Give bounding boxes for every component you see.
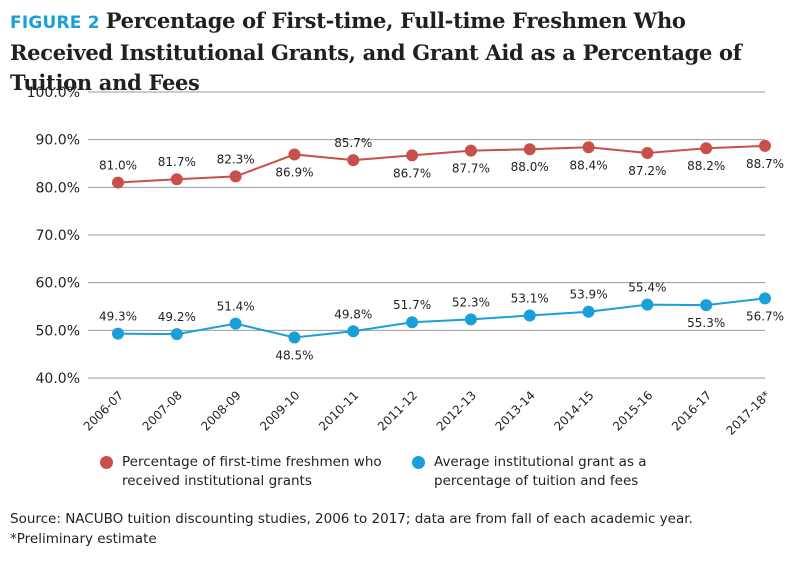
data-point (112, 327, 124, 340)
x-tick-label: 2016-17 (669, 388, 714, 433)
legend-label: Average institutional grant as a percent… (434, 454, 647, 489)
data-point (700, 142, 713, 155)
data-point (641, 147, 654, 160)
data-point (582, 305, 595, 318)
y-tick-label: 90.0% (36, 133, 80, 149)
data-point (700, 299, 713, 312)
data-label: 86.9% (275, 165, 313, 179)
data-label: 56.7% (746, 309, 784, 323)
data-point (406, 316, 419, 329)
data-point (229, 170, 242, 183)
data-point (523, 143, 536, 156)
legend-swatch-blue (412, 456, 425, 469)
x-tick-label: 2006-07 (81, 388, 126, 433)
data-point (112, 176, 124, 189)
data-point (288, 331, 301, 344)
series-line (117, 297, 766, 339)
data-label: 49.3% (99, 310, 137, 324)
data-point (582, 141, 595, 154)
data-label: 49.2% (158, 310, 196, 324)
data-label: 55.3% (687, 316, 725, 330)
data-label: 48.5% (275, 348, 313, 362)
data-point (347, 325, 360, 338)
data-label: 88.7% (746, 157, 784, 171)
data-label: 86.7% (393, 166, 431, 180)
series-line (117, 144, 766, 184)
data-point (464, 144, 477, 157)
legend-item-grant-percentage: Average institutional grant as a percent… (412, 453, 724, 491)
data-point (170, 328, 183, 341)
legend-label: Percentage of first-time freshmen who re… (122, 454, 382, 489)
data-point (347, 154, 360, 167)
legend-item-institutional-grants: Percentage of first-time freshmen who re… (100, 453, 412, 491)
legend-swatch-red (100, 456, 113, 469)
data-label: 85.7% (334, 136, 372, 150)
data-point (759, 139, 771, 152)
grid-lines (88, 91, 765, 379)
data-point (288, 148, 301, 161)
data-label: 87.7% (452, 162, 490, 176)
figure-label: FIGURE 2 (10, 13, 100, 33)
data-label: 88.2% (687, 159, 725, 173)
data-label: 51.7% (393, 298, 431, 312)
data-label: 82.3% (217, 152, 255, 166)
x-tick-label: 2007-08 (140, 388, 185, 433)
data-label: 53.1% (511, 292, 549, 306)
y-tick-label: 80.0% (36, 180, 80, 196)
data-label: 81.7% (158, 155, 196, 169)
x-tick-label: 2014-15 (551, 388, 596, 433)
data-point (641, 298, 654, 311)
data-label: 81.0% (99, 159, 137, 173)
y-axis-ticks: 40.0% 50.0% 60.0% 70.0% 80.0% 90.0% 100.0% (27, 85, 80, 387)
y-tick-label: 70.0% (36, 228, 80, 244)
x-tick-label: 2013-14 (492, 388, 537, 433)
data-label: 49.8% (334, 307, 372, 321)
y-tick-label: 50.0% (36, 323, 80, 339)
y-tick-label: 60.0% (36, 276, 80, 292)
data-label: 52.3% (452, 295, 490, 309)
series-1: 81.0% 81.7% 82.3% 86.9% 85.7% 86.7% 87.7% 88.0%… (99, 136, 784, 189)
x-tick-label: 2017-18* (724, 388, 774, 438)
source-note: Source: NACUBO tuition discounting studi… (10, 511, 693, 547)
data-label: 87.2% (628, 164, 666, 178)
x-tick-label: 2011-12 (375, 388, 420, 433)
x-tick-label: 2009-10 (257, 388, 302, 433)
x-tick-label: 2012-13 (434, 388, 479, 433)
data-point (406, 149, 419, 162)
x-tick-label: 2010-11 (316, 388, 361, 433)
data-point (464, 313, 477, 326)
chart-title: FIGURE 2 Percentage of First-time, Full-t… (10, 6, 790, 98)
series-2: 49.3% 49.2% 51.4% 48.5% 49.8% 51.7% 52.3% 53.1%… (99, 281, 784, 363)
y-tick-label: 100.0% (27, 85, 80, 101)
x-axis-ticks: 2006-07 2007-08 2008-09 2009-10 2010-11 2011-… (81, 388, 773, 438)
x-tick-label: 2015-16 (610, 388, 655, 433)
x-tick-label: 2008-09 (198, 388, 243, 433)
data-label: 55.4% (628, 281, 666, 295)
data-point (759, 292, 771, 305)
data-point (523, 309, 536, 322)
data-label: 53.9% (569, 288, 607, 302)
data-label: 51.4% (217, 300, 255, 314)
data-point (170, 173, 183, 186)
data-point (229, 317, 242, 330)
series-layer: 81.0% 81.7% 82.3% 86.9% 85.7% 86.7% 87.7% 88.0%… (99, 136, 784, 362)
y-tick-label: 40.0% (36, 371, 80, 387)
title-text: Percentage of First-time, Full-time Fres… (10, 8, 742, 95)
data-label: 88.0% (511, 160, 549, 174)
data-label: 88.4% (569, 158, 607, 172)
